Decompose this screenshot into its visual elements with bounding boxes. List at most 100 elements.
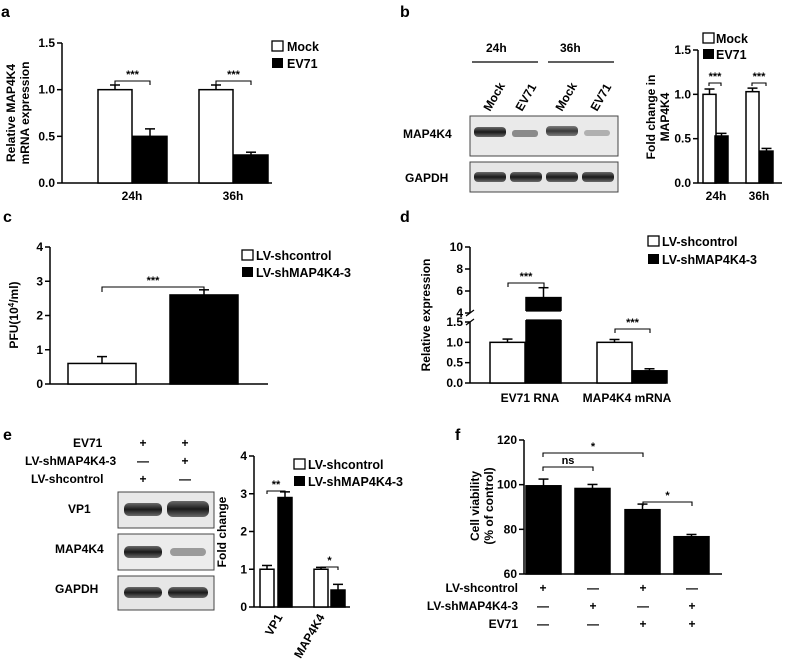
significance-bracket — [542, 466, 594, 471]
bar-shmap — [169, 294, 239, 385]
y-tick-label: 1.5 — [38, 36, 55, 50]
significance-bracket — [101, 286, 205, 292]
y-tick-label: 10 — [450, 240, 464, 254]
significance-bracket — [114, 80, 151, 85]
y-tick-label: 1 — [36, 343, 43, 357]
y-axis-label: Relative MAP4K4mRNA expression — [4, 62, 32, 165]
bar-ev71 — [233, 154, 269, 184]
blot-e-sign: + — [139, 436, 146, 450]
legend-mock: Mock — [716, 32, 748, 46]
y-axis-label-line: (% of control) — [482, 467, 496, 544]
significance-label: *** — [520, 271, 534, 283]
table-f: LV-shcontrol LV-shMAP4K4-3 EV71 + — + — … — [427, 581, 698, 631]
panel-label-f: f — [455, 427, 461, 444]
table-f-sign: + — [688, 617, 695, 631]
significance-label: *** — [709, 71, 723, 83]
blot-b-lane-label: EV71 — [512, 81, 539, 114]
blot-b-lane-label: Mock — [480, 80, 508, 114]
blot-e-treatment-label: LV-shcontrol — [31, 472, 103, 486]
legend-shmap: LV-shMAP4K4-3 — [256, 266, 351, 280]
y-tick-label: 3 — [240, 487, 247, 501]
blot-b-timepoint: 24h — [486, 41, 507, 55]
y-axis-label-line: Cell viability — [468, 471, 482, 541]
blot-e-sign: + — [181, 436, 188, 450]
legend-c: LV-shcontrol LV-shMAP4K4-3 — [241, 249, 351, 280]
x-tick-label: MAP4K4 mRNA — [583, 391, 672, 405]
blot-e-sign: — — [179, 472, 191, 486]
table-f-sign: + — [639, 617, 646, 631]
legend-shcontrol: LV-shcontrol — [308, 458, 383, 472]
blot-e: EV71 LV-shMAP4K4-3 LV-shcontrol + + — + … — [25, 436, 215, 611]
y-tick-label: 2 — [36, 309, 43, 323]
significance-bracket — [642, 501, 693, 506]
blot-b-timepoint: 36h — [560, 41, 581, 55]
significance-bracket — [542, 452, 644, 457]
y-tick-label: 1.0 — [38, 83, 55, 97]
y-axis-label: Relative expression — [419, 259, 433, 372]
y-tick-label: 6 — [456, 284, 463, 298]
panel-label-b: b — [400, 4, 410, 21]
table-f-row-label: LV-shcontrol — [446, 581, 518, 595]
blot-b-lane-label: Mock — [552, 80, 580, 114]
y-tick-label: 4 — [456, 306, 463, 320]
superscript: 4 — [7, 302, 16, 307]
blot-b-lane-label: EV71 — [587, 81, 614, 114]
y-tick-label: 80 — [504, 522, 518, 536]
y-axis-label-line: MAP4K4 — [658, 92, 672, 141]
y-axis-label-line: Fold change — [215, 496, 229, 567]
bar-mock — [97, 88, 133, 184]
bar-mock — [198, 88, 234, 184]
bar-viability — [673, 535, 710, 575]
x-tick-label: VP1 — [262, 611, 286, 638]
panel-label-c: c — [3, 209, 12, 226]
bar-shmap — [631, 370, 668, 384]
y-tick-label: 1.5 — [446, 315, 463, 329]
x-tick-label: 36h — [749, 189, 770, 203]
bar-shmap — [277, 496, 293, 608]
table-f-row-label: LV-shMAP4K4-3 — [427, 599, 518, 613]
y-tick-label: 1.5 — [674, 43, 691, 57]
significance-bracket — [614, 328, 651, 333]
bar-shcontrol — [313, 568, 329, 608]
bar-shcontrol — [489, 341, 526, 384]
table-f-sign: — — [587, 617, 599, 631]
y-tick-label: 120 — [497, 433, 517, 447]
x-tick-label: 24h — [122, 189, 143, 203]
bar-shmap — [330, 589, 346, 608]
blot-e-row-label: GAPDH — [55, 582, 98, 596]
significance-label: ns — [562, 455, 575, 467]
y-tick-label: 1 — [240, 562, 247, 576]
legend-a: Mock EV71 — [271, 40, 319, 71]
table-f-sign: + — [539, 581, 546, 595]
significance-label: *** — [147, 275, 161, 287]
significance-bracket — [507, 282, 545, 287]
table-f-sign: — — [537, 599, 549, 613]
y-axis-label: PFU(104/ml) — [7, 281, 22, 348]
table-f-sign: — — [637, 599, 649, 613]
bar-shcontrol — [596, 341, 633, 384]
y-axis-label-line: mRNA expression — [18, 62, 32, 165]
bar-viability — [624, 508, 661, 575]
significance-label: *** — [626, 317, 640, 329]
y-axis-label-line: PFU(104/ml) — [7, 281, 22, 348]
bar-shcontrol — [259, 568, 275, 608]
significance-label: ** — [272, 479, 281, 491]
legend-shcontrol: LV-shcontrol — [662, 235, 737, 249]
blot-e-row-label: MAP4K4 — [55, 542, 104, 556]
y-tick-label: 4 — [36, 240, 43, 254]
legend-shmap: LV-shMAP4K4-3 — [662, 253, 757, 267]
x-tick-label: MAP4K4 — [291, 611, 328, 660]
bar-ev71 — [132, 135, 168, 184]
table-f-sign: + — [639, 581, 646, 595]
legend-ev71: EV71 — [716, 48, 747, 62]
bar-ev71 — [714, 135, 729, 184]
legend-d: LV-shcontrol LV-shMAP4K4-3 — [647, 235, 757, 267]
blot-e-sign: + — [139, 472, 146, 486]
y-axis-label-line: Fold change in — [644, 75, 658, 160]
blot-b: 24h 36h Mock EV71 Mock EV71 MAP4K4 GAPDH — [403, 41, 619, 193]
y-tick-label: 4 — [240, 449, 247, 463]
panel-label-e: e — [3, 427, 12, 444]
panel-label-a: a — [1, 4, 10, 21]
table-f-sign: — — [686, 581, 698, 595]
chart-f: Cell viability(% of control) 60 80 100 120 ns… — [468, 433, 722, 581]
